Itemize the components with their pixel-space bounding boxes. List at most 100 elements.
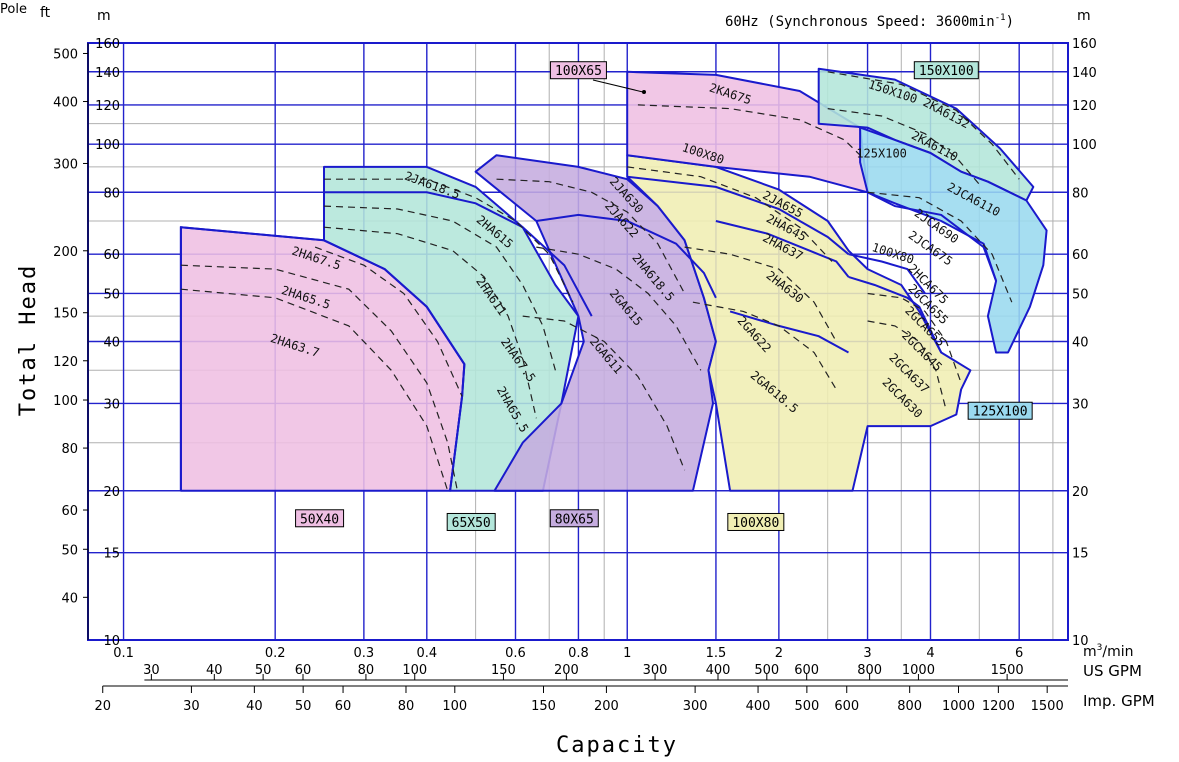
x-tick-impgpm: 200 xyxy=(594,699,619,714)
y-tick-m-left: 15 xyxy=(103,547,120,562)
curve-2gca630 xyxy=(867,320,947,411)
y-tick-m-left: 160 xyxy=(95,37,120,52)
x-tick-impgpm: 80 xyxy=(398,699,415,714)
region-boundary-line xyxy=(729,310,849,354)
curve-2ka675 xyxy=(637,104,861,156)
y-tick-m-right: 15 xyxy=(1072,547,1089,562)
tag-150x100: 150X100 xyxy=(913,61,979,80)
x-tick-usgpm: 150 xyxy=(491,663,516,678)
y-tick-ft: 50 xyxy=(61,543,78,558)
x-tick-m3min: 0.1 xyxy=(113,646,134,661)
y-axis-title: Total Head xyxy=(16,264,41,416)
unit-m3-sup: 3 xyxy=(1097,643,1103,653)
y-tick-ft: 80 xyxy=(61,442,78,457)
x-tick-m3min: 1.5 xyxy=(706,646,727,661)
tag-100x65: 100X65 xyxy=(549,61,607,80)
x-tick-m3min: 0.3 xyxy=(354,646,375,661)
x-tick-m3min: 1 xyxy=(623,646,631,661)
curve-2ha65-5 xyxy=(180,264,458,491)
x-tick-impgpm: 1500 xyxy=(1031,699,1064,714)
y-tick-m-right: 100 xyxy=(1072,138,1097,153)
x-tick-usgpm: 60 xyxy=(295,663,312,678)
tag-80x65: 80X65 xyxy=(549,509,599,527)
region-125x100 xyxy=(859,126,1048,354)
x-tick-usgpm: 40 xyxy=(206,663,223,678)
x-tick-usgpm: 100 xyxy=(402,663,427,678)
x-tick-usgpm: 400 xyxy=(706,663,731,678)
x-tick-impgpm: 500 xyxy=(794,699,819,714)
y-tick-m-left: 40 xyxy=(103,336,120,351)
y-tick-m-left: 100 xyxy=(95,138,120,153)
y-tick-m-left: 20 xyxy=(103,485,120,500)
y-tick-ft: 150 xyxy=(53,307,78,322)
y-tick-m-right: 10 xyxy=(1072,634,1089,649)
x-tick-m3min: 0.8 xyxy=(568,646,589,661)
x-tick-impgpm: 300 xyxy=(683,699,708,714)
curve-2ja655 xyxy=(627,166,833,262)
unit-m3min-label: m3/min xyxy=(1083,643,1134,660)
x-tick-usgpm: 50 xyxy=(255,663,272,678)
x-tick-usgpm: 1000 xyxy=(902,663,935,678)
y-tick-ft: 400 xyxy=(53,96,78,111)
y-tick-ft: 60 xyxy=(61,504,78,519)
tag-box xyxy=(549,61,607,80)
unit-usgpm-label: US GPM xyxy=(1083,662,1142,680)
tag-leader-line xyxy=(592,79,644,93)
y-tick-ft: 40 xyxy=(61,591,78,606)
curve-2jca690 xyxy=(867,191,1013,303)
region-boundary-line xyxy=(848,253,926,295)
x-tick-m3min: 2 xyxy=(775,646,783,661)
tag-box xyxy=(967,401,1033,420)
y-tick-m-right: 160 xyxy=(1072,37,1097,52)
performance-curves xyxy=(180,71,1020,491)
x-tick-usgpm: 500 xyxy=(754,663,779,678)
curve-2ha65-5 xyxy=(323,226,537,419)
y-tick-ft: 500 xyxy=(53,47,78,62)
curve-2ha630 xyxy=(684,246,837,342)
x-tick-m3min: 0.6 xyxy=(505,646,526,661)
y-tick-m-left: 80 xyxy=(103,186,120,201)
x-tick-m3min: 4 xyxy=(926,646,934,661)
region-boundary-line xyxy=(848,275,943,353)
tag-text: 150X100 xyxy=(919,64,974,79)
region-boundary-line xyxy=(627,175,850,255)
subtitle-end: ) xyxy=(1006,14,1014,30)
y-tick-m-left: 60 xyxy=(103,248,120,263)
curve-2gca655 xyxy=(867,292,962,384)
y-tick-m-right: 40 xyxy=(1072,336,1089,351)
x-axis-title: Capacity xyxy=(556,733,678,758)
unit-m3-base: m xyxy=(1083,644,1097,660)
tag-text: 80X65 xyxy=(555,512,594,527)
x-tick-usgpm: 80 xyxy=(358,663,375,678)
x-tick-impgpm: 150 xyxy=(531,699,556,714)
y-tick-ft: 200 xyxy=(53,245,78,260)
curve-2ka6110 xyxy=(827,108,980,185)
unit-m-left-label: m xyxy=(97,8,111,24)
y-tick-m-left: 30 xyxy=(103,397,120,412)
x-tick-usgpm: 300 xyxy=(643,663,668,678)
x-tick-usgpm: 1500 xyxy=(991,663,1024,678)
tag-text: 50X40 xyxy=(300,512,339,527)
x-tick-m3min: 6 xyxy=(1015,646,1023,661)
region-boundary-line xyxy=(324,191,593,317)
x-tick-usgpm: 200 xyxy=(554,663,579,678)
y-tick-m-right: 50 xyxy=(1072,287,1089,302)
curve-label-125x100: 125X100 xyxy=(856,147,907,161)
x-tick-usgpm: 600 xyxy=(794,663,819,678)
curve-2ka6132 xyxy=(827,71,1020,180)
y-tick-m-right: 20 xyxy=(1072,485,1089,500)
region-100x80 xyxy=(626,154,972,492)
tag-text: 100X65 xyxy=(555,64,602,79)
size-tags: 50X40 65X50 80X65 100X80 100X65 150X100 125X10… xyxy=(295,61,1033,531)
unit-m-right-label: m xyxy=(1077,8,1091,24)
x-tick-impgpm: 800 xyxy=(897,699,922,714)
tag-box xyxy=(913,61,979,80)
tag-box xyxy=(446,512,496,531)
y-tick-ft: 120 xyxy=(53,355,78,370)
y-tick-ft: 300 xyxy=(53,157,78,172)
y-tick-m-right: 60 xyxy=(1072,248,1089,263)
pole-label: Pole xyxy=(0,2,27,17)
unit-impgpm-label: Imp. GPM xyxy=(1083,692,1155,710)
